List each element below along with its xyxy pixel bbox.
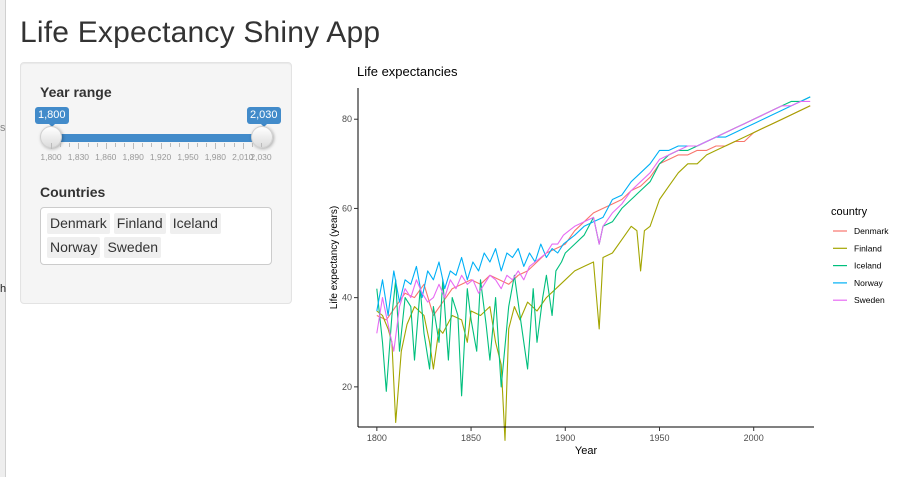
- slider-grid-label: 1,890: [122, 152, 144, 162]
- country-chip[interactable]: Denmark: [47, 213, 110, 234]
- y-tick-label: 20: [342, 382, 352, 392]
- slider-grid-tick: [142, 143, 144, 147]
- slider-grid-tick: [197, 143, 199, 147]
- slider-grid-label: 1,860: [95, 152, 117, 162]
- slider-grid-tick: [233, 143, 235, 147]
- slider-grid-tick: [87, 143, 89, 147]
- x-tick-label: 1950: [649, 433, 669, 443]
- slider-grid-tick: [133, 143, 135, 149]
- slider-grid-label: 2,030: [250, 152, 272, 162]
- slider-grid-tick: [251, 143, 253, 147]
- slider-grid-tick: [261, 143, 262, 147]
- slider-grid-tick: [60, 143, 62, 147]
- slider-grid-tick: [215, 143, 217, 149]
- legend-label: Iceland: [854, 261, 882, 271]
- life-expectancy-chart: Life expectancies 1800 1850 1900 1950 2000 20 4…: [329, 64, 889, 457]
- legend-label: Norway: [854, 278, 884, 288]
- slider-grid-tick: [114, 143, 116, 147]
- chart-title: Life expectancies: [357, 64, 458, 79]
- slider-selected-bar[interactable]: [50, 134, 262, 142]
- countries-select-input[interactable]: Denmark Finland Iceland Norway Sweden: [40, 207, 272, 265]
- slider-from-value: 1,800: [35, 107, 69, 127]
- edge-text-fragment: s: [0, 122, 6, 134]
- y-axis-title: Life expectancy (years): [329, 206, 340, 309]
- slider-grid-tick: [51, 143, 52, 149]
- series-line-denmark: [376, 105, 811, 321]
- legend-label: Finland: [854, 243, 882, 253]
- slider-grid-tick: [105, 143, 107, 149]
- slider-grid-tick: [151, 143, 153, 147]
- series-line-finland: [376, 105, 811, 441]
- legend-label: Denmark: [854, 226, 889, 236]
- slider-grid-label: 1,920: [149, 152, 172, 162]
- y-tick-label: 40: [342, 293, 352, 303]
- country-chip[interactable]: Norway: [47, 237, 101, 258]
- slider-grid-label: 1,980: [204, 152, 226, 162]
- slider-grid-tick: [187, 143, 189, 149]
- slider-grid-tick: [69, 143, 71, 147]
- x-tick-label: 1800: [367, 433, 387, 443]
- app-title: Life Expectancy Shiny App: [20, 16, 381, 49]
- sidebar-panel: Year range 1,800 2,030 1,800 1,830 1,860 1,…: [20, 62, 292, 304]
- legend-title: country: [831, 206, 868, 218]
- slider-grid-tick: [178, 143, 180, 147]
- slider-grid-label: 2,010: [232, 152, 254, 162]
- countries-label: Countries: [40, 184, 106, 200]
- slider-grid-tick: [224, 143, 226, 147]
- series-line-iceland: [376, 96, 811, 397]
- legend-label: Sweden: [854, 295, 885, 305]
- slider-to-value: 2,030: [247, 107, 281, 127]
- x-tick-label: 1850: [461, 433, 481, 443]
- series-line-sweden: [376, 100, 811, 352]
- slider-grid-tick: [124, 143, 126, 147]
- slider-grid-tick: [242, 143, 244, 149]
- slider-grid-tick: [78, 143, 80, 149]
- slider-grid-tick: [160, 143, 162, 149]
- slider-grid-label: 1,800: [40, 152, 62, 162]
- slider-grid: 1,800 1,830 1,860 1,890 1,920 1,950 1,980 2,010…: [21, 143, 293, 171]
- slider-to-handle[interactable]: [251, 126, 273, 148]
- slider-grid-label: 1,830: [67, 152, 90, 162]
- slider-grid-label: 1,950: [177, 152, 199, 162]
- year-range-label: Year range: [40, 84, 112, 100]
- slider-grid-tick: [169, 143, 171, 147]
- x-axis-title: Year: [575, 445, 598, 457]
- slider-grid-tick: [206, 143, 208, 147]
- country-chip[interactable]: Iceland: [169, 213, 221, 234]
- country-chip[interactable]: Finland: [113, 213, 166, 234]
- left-edge-strip: [0, 0, 6, 477]
- y-tick-label: 80: [342, 114, 352, 124]
- country-chip[interactable]: Sweden: [104, 237, 162, 258]
- x-tick-label: 2000: [744, 433, 764, 443]
- edge-text-fragment: h: [0, 283, 7, 295]
- series-line-norway: [376, 96, 811, 317]
- year-range-slider[interactable]: 1,800 2,030 1,800 1,830 1,860 1,890 1,920 1,9…: [21, 105, 293, 177]
- slider-grid-tick: [96, 143, 98, 147]
- y-tick-label: 60: [342, 203, 352, 213]
- x-tick-label: 1900: [555, 433, 575, 443]
